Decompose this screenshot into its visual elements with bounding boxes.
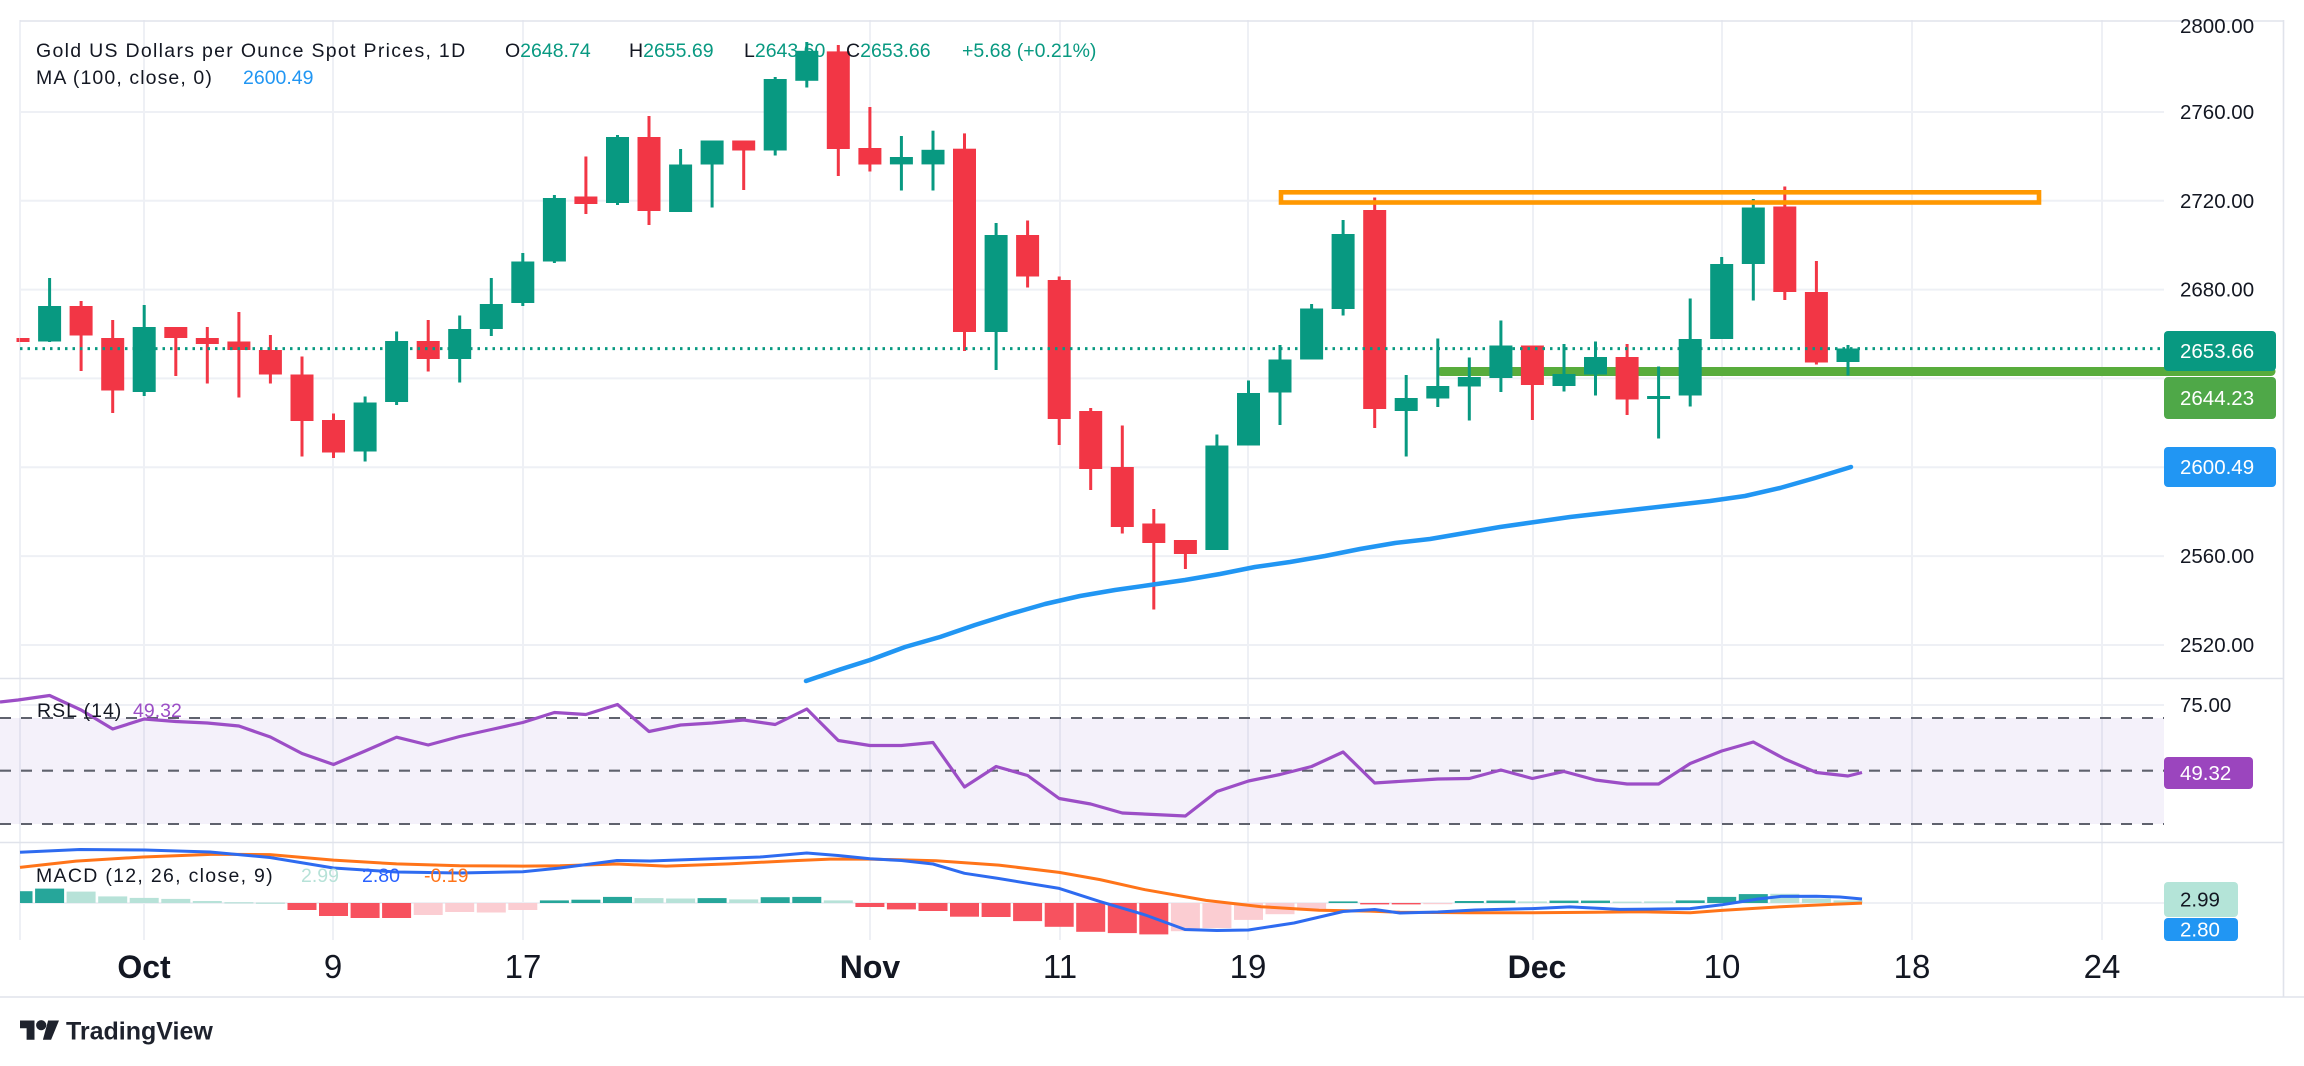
svg-text:18: 18 [1894, 948, 1931, 985]
svg-text:2.80: 2.80 [362, 865, 400, 887]
svg-text:Dec: Dec [1508, 949, 1567, 985]
svg-text:2800.00: 2800.00 [2180, 15, 2254, 38]
svg-text:11: 11 [1043, 948, 1077, 985]
svg-text:H2655.69: H2655.69 [629, 40, 714, 62]
svg-text:49.32: 49.32 [2180, 762, 2231, 785]
svg-text:2720.00: 2720.00 [2180, 190, 2254, 213]
svg-text:24: 24 [2084, 948, 2121, 985]
svg-text:19: 19 [1230, 948, 1267, 985]
svg-text:75.00: 75.00 [2180, 694, 2231, 717]
svg-text:2644.23: 2644.23 [2180, 387, 2254, 410]
svg-text:2.80: 2.80 [2180, 919, 2220, 942]
svg-text:+5.68 (+0.21%): +5.68 (+0.21%) [962, 40, 1096, 62]
svg-text:9: 9 [324, 948, 342, 985]
svg-text:MACD (12, 26, close, 9): MACD (12, 26, close, 9) [36, 865, 274, 887]
svg-text:2.99: 2.99 [2180, 889, 2220, 912]
svg-text:MA (100, close, 0): MA (100, close, 0) [36, 67, 213, 89]
svg-text:Gold US Dollars per Ounce Spot: Gold US Dollars per Ounce Spot Prices, 1… [36, 40, 466, 62]
svg-text:TradingView: TradingView [66, 1018, 213, 1046]
svg-text:2760.00: 2760.00 [2180, 101, 2254, 124]
svg-text:O2648.74: O2648.74 [505, 40, 591, 62]
svg-text:2653.66: 2653.66 [2180, 340, 2254, 363]
svg-text:2520.00: 2520.00 [2180, 634, 2254, 657]
svg-text:C2653.66: C2653.66 [846, 40, 931, 62]
svg-text:Oct: Oct [117, 949, 171, 985]
svg-text:2680.00: 2680.00 [2180, 279, 2254, 302]
svg-text:2560.00: 2560.00 [2180, 545, 2254, 568]
svg-text:10: 10 [1704, 948, 1741, 985]
svg-text:-0.19: -0.19 [424, 865, 468, 887]
svg-text:2600.49: 2600.49 [243, 67, 314, 89]
svg-text:RSL (14): RSL (14) [37, 700, 122, 722]
svg-text:49.32: 49.32 [133, 700, 182, 722]
svg-text:2600.49: 2600.49 [2180, 456, 2254, 479]
svg-text:2.99: 2.99 [301, 865, 339, 887]
svg-text:17: 17 [505, 948, 542, 985]
svg-text:Nov: Nov [840, 949, 901, 985]
svg-text:L2643.60: L2643.60 [744, 40, 826, 62]
